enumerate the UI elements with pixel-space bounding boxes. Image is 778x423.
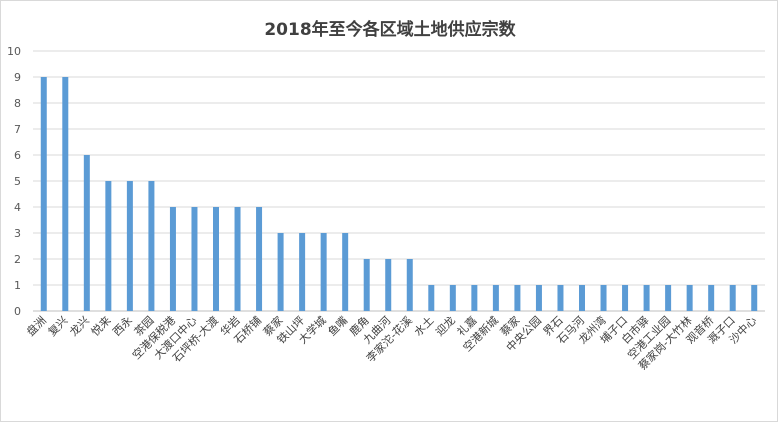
bar bbox=[83, 155, 90, 311]
bar bbox=[277, 233, 284, 311]
y-tick-label: 6 bbox=[14, 149, 21, 162]
bar bbox=[622, 285, 629, 311]
bar bbox=[449, 285, 456, 311]
bar bbox=[471, 285, 478, 311]
bar bbox=[234, 207, 241, 311]
y-tick-label: 5 bbox=[14, 175, 21, 188]
bar bbox=[428, 285, 435, 311]
bar bbox=[105, 181, 112, 311]
y-tick-label: 1 bbox=[14, 279, 21, 292]
y-tick-label: 10 bbox=[7, 45, 21, 58]
x-tick-label: 盘洲 bbox=[23, 313, 48, 338]
x-tick-label: 水土 bbox=[412, 314, 437, 339]
bar bbox=[363, 259, 370, 311]
bar bbox=[385, 259, 392, 311]
chart-title: 2018年至今各区域土地供应宗数 bbox=[264, 20, 516, 40]
y-tick-label: 9 bbox=[14, 71, 21, 84]
bar bbox=[729, 285, 736, 311]
x-tick-label: 龙兴 bbox=[67, 314, 92, 339]
bar bbox=[686, 285, 693, 311]
x-tick-label: 悦来 bbox=[88, 313, 113, 338]
bar bbox=[148, 181, 155, 311]
bar bbox=[213, 207, 219, 311]
bar bbox=[579, 285, 585, 311]
x-tick-label: 鱼嘴 bbox=[325, 313, 350, 338]
bar bbox=[600, 285, 607, 311]
bar bbox=[169, 207, 176, 311]
bar bbox=[320, 233, 327, 311]
bar bbox=[514, 285, 521, 311]
x-tick-label: 西永 bbox=[110, 313, 135, 338]
bar bbox=[40, 77, 47, 311]
y-tick-label: 3 bbox=[14, 227, 21, 240]
bar bbox=[191, 207, 198, 311]
bar bbox=[535, 285, 542, 311]
bar bbox=[299, 233, 306, 311]
bar bbox=[126, 181, 133, 311]
bar bbox=[256, 207, 263, 311]
bar bbox=[643, 285, 650, 311]
bar bbox=[342, 233, 349, 311]
x-tick-label: 迎龙 bbox=[433, 314, 458, 339]
y-tick-label: 2 bbox=[14, 253, 21, 266]
bar bbox=[557, 285, 564, 311]
x-tick-label: 复兴 bbox=[45, 313, 70, 338]
bar bbox=[751, 285, 758, 311]
bar bbox=[492, 285, 499, 311]
bar bbox=[665, 285, 672, 311]
bar bbox=[62, 77, 69, 311]
y-tick-label: 0 bbox=[14, 305, 21, 318]
bar bbox=[708, 285, 715, 311]
y-tick-label: 8 bbox=[14, 97, 21, 110]
y-tick-label: 4 bbox=[14, 201, 21, 214]
y-tick-label: 7 bbox=[14, 123, 21, 136]
bar bbox=[406, 259, 413, 311]
